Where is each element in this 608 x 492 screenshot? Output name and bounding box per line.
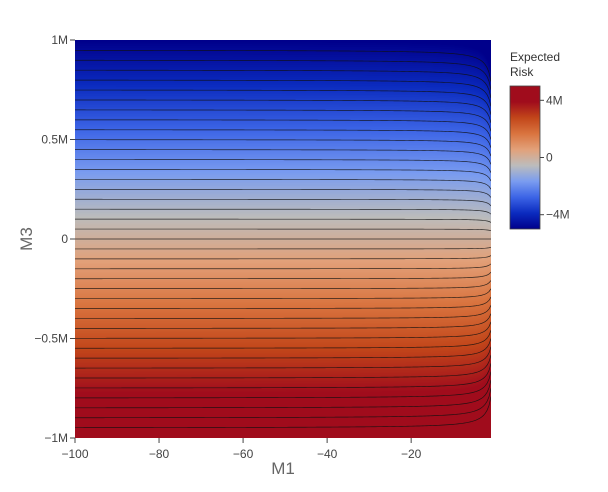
y-tick-label: 1M bbox=[51, 33, 68, 47]
y-tick-label: 0.5M bbox=[41, 133, 68, 147]
y-tick-label: −1M bbox=[44, 431, 68, 445]
contour-line bbox=[75, 198, 491, 207]
colorbar: Expected Risk 4M 0 −4M bbox=[509, 50, 570, 230]
x-tick-label: −100 bbox=[61, 447, 88, 461]
y-tick-label: 0 bbox=[61, 232, 68, 246]
contour-line bbox=[75, 189, 491, 198]
colorbar-gradient bbox=[509, 85, 541, 230]
contour-line bbox=[75, 338, 491, 359]
y-axis-title: M3 bbox=[17, 227, 36, 251]
contour-line bbox=[75, 89, 491, 115]
contour-line bbox=[75, 288, 491, 299]
contour-line bbox=[75, 109, 491, 132]
contour-line bbox=[75, 346, 491, 369]
contour-line bbox=[75, 129, 491, 148]
contour-line bbox=[75, 119, 491, 140]
x-tick-label: −20 bbox=[401, 447, 422, 461]
contour-line bbox=[75, 69, 491, 99]
x-tick-label: −40 bbox=[317, 447, 338, 461]
contour-line bbox=[75, 169, 491, 182]
colorbar-ticks: 4M 0 −4M bbox=[540, 93, 570, 222]
contour-line bbox=[75, 59, 491, 90]
contour-line bbox=[75, 379, 491, 409]
x-axis-title: M1 bbox=[271, 459, 295, 478]
y-axis: −1M −0.5M 0 0.5M 1M bbox=[34, 33, 75, 445]
contour-line bbox=[75, 255, 491, 260]
contour-line bbox=[75, 280, 491, 289]
contour-line bbox=[75, 305, 491, 319]
colorbar-title-line-2: Risk bbox=[510, 65, 534, 79]
colorbar-tick-label: 4M bbox=[546, 93, 563, 107]
contour-line bbox=[75, 388, 491, 419]
contour-line bbox=[75, 321, 491, 339]
x-tick-label: −60 bbox=[233, 447, 254, 461]
x-tick-label: −80 bbox=[149, 447, 170, 461]
colorbar-tick-label: −4M bbox=[546, 208, 570, 222]
contour-line bbox=[75, 79, 491, 107]
contour-line bbox=[75, 271, 491, 280]
contour-line bbox=[75, 49, 491, 82]
colorbar-tick-label: 0 bbox=[546, 151, 553, 165]
contour-line bbox=[75, 228, 491, 232]
contour-line bbox=[75, 313, 491, 329]
contour-line bbox=[75, 159, 491, 173]
contour-line bbox=[75, 263, 491, 270]
contour-line bbox=[75, 218, 491, 223]
contour-line bbox=[75, 99, 491, 124]
contour-line bbox=[75, 179, 491, 190]
contour-line bbox=[75, 363, 491, 389]
contour-line bbox=[75, 139, 491, 157]
plot-area bbox=[75, 40, 491, 438]
contour-line bbox=[75, 149, 491, 165]
y-tick-label: −0.5M bbox=[34, 332, 68, 346]
contour-line bbox=[75, 354, 491, 379]
contour-line bbox=[75, 246, 491, 250]
x-axis: −100 −80 −60 −40 −20 bbox=[61, 438, 422, 461]
contour-line bbox=[75, 208, 491, 215]
contour-line bbox=[75, 330, 491, 349]
contour-line bbox=[75, 371, 491, 399]
colorbar-title-line-1: Expected bbox=[510, 50, 560, 64]
contour-line bbox=[75, 396, 491, 429]
contour-line bbox=[75, 296, 491, 309]
contour-lines bbox=[75, 49, 491, 429]
